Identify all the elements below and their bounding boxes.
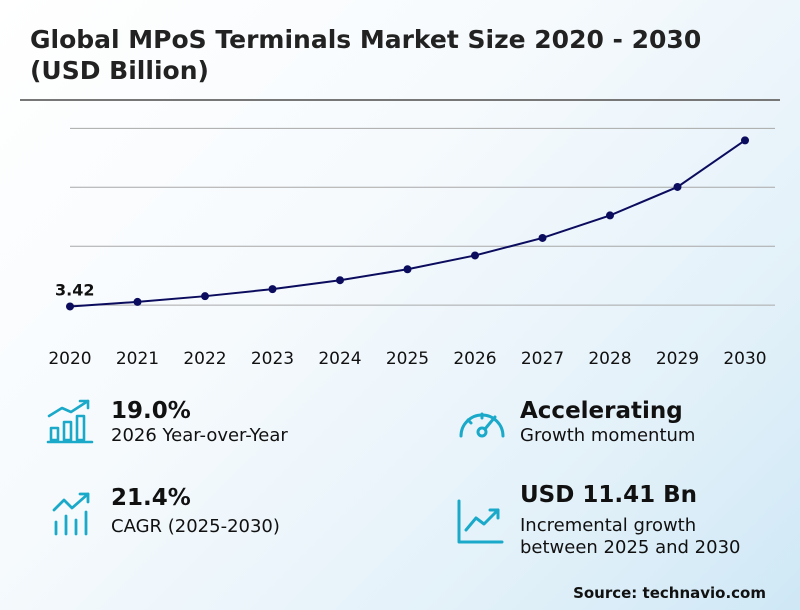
speedometer-icon [456, 402, 508, 446]
x-tick-label: 2020 [48, 349, 91, 369]
stat-momentum-label: Growth momentum [520, 425, 696, 446]
x-tick-label: 2027 [521, 349, 564, 369]
source-credit: Source: technavio.com [573, 584, 766, 602]
stat-momentum: Accelerating Growth momentum [520, 397, 695, 447]
data-point [403, 265, 412, 274]
line-chart: 2020 2021 2022 2023 2024 2025 2026 2027 2028 2029… [48, 127, 775, 369]
trend-bars-icon [50, 492, 96, 540]
data-point [606, 211, 614, 220]
stat-yoy-value: 19.0% [111, 398, 191, 424]
x-tick-label: 2022 [183, 349, 226, 369]
data-point [268, 285, 277, 294]
data-point [673, 182, 682, 191]
data-point [471, 251, 479, 260]
data-point [66, 302, 74, 311]
stat-cagr-label: CAGR (2025-2030) [111, 516, 280, 537]
data-point [741, 136, 749, 145]
data-point [133, 297, 142, 306]
stat-yoy-label: 2026 Year-over-Year [111, 425, 288, 446]
stat-incremental: USD 11.41 Bn Incremental growth between … [520, 481, 740, 559]
stat-cagr-value: 21.4% [111, 485, 191, 511]
bar-chart-growth-icon [46, 398, 94, 448]
data-label: 3.42 [55, 280, 94, 299]
stat-momentum-value: Accelerating [520, 398, 683, 424]
stat-incremental-label: Incremental growth between 2025 and 2030 [520, 515, 741, 558]
chart-title: Global MPoS Terminals Market Size 2020 -… [30, 25, 702, 85]
x-tick-label: 2030 [723, 349, 766, 369]
x-tick-label: 2026 [453, 349, 496, 369]
x-tick-label: 2023 [251, 349, 294, 369]
stat-incremental-value: USD 11.41 Bn [520, 482, 698, 508]
data-point [201, 292, 209, 301]
data-point [538, 233, 547, 242]
x-tick-label: 2029 [656, 349, 699, 369]
line-chart-up-icon [456, 498, 504, 550]
data-point [336, 276, 344, 285]
x-tick-label: 2028 [588, 349, 631, 369]
title-divider [20, 99, 780, 101]
x-tick-label: 2025 [386, 349, 429, 369]
stat-yoy: 19.0% 2026 Year-over-Year [111, 397, 288, 447]
series-line [69, 139, 746, 308]
x-tick-label: 2021 [116, 349, 159, 369]
stat-cagr: 21.4% CAGR (2025-2030) [111, 484, 280, 538]
x-tick-label: 2024 [318, 349, 361, 369]
